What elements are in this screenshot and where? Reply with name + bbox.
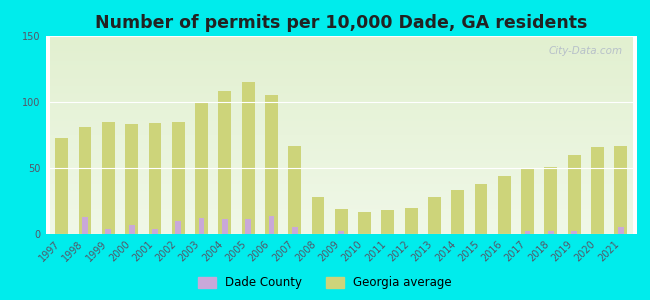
Bar <box>152 229 158 234</box>
Title: Number of permits per 10,000 Dade, GA residents: Number of permits per 10,000 Dade, GA re… <box>95 14 588 32</box>
Bar <box>105 229 111 234</box>
Bar <box>288 146 301 234</box>
Bar <box>618 227 623 234</box>
Bar <box>335 209 348 234</box>
Bar <box>382 210 395 234</box>
Bar <box>339 231 344 234</box>
Bar <box>451 190 464 234</box>
Bar <box>545 167 557 234</box>
Bar <box>521 169 534 234</box>
Bar <box>149 123 161 234</box>
Bar <box>102 122 115 234</box>
Bar <box>245 220 251 234</box>
Bar <box>55 138 68 234</box>
Bar <box>199 218 204 234</box>
Bar <box>474 184 488 234</box>
Bar <box>176 221 181 234</box>
Bar <box>498 176 511 234</box>
Bar <box>525 231 530 234</box>
Legend: Dade County, Georgia average: Dade County, Georgia average <box>194 272 456 294</box>
Bar <box>222 220 227 234</box>
Bar <box>82 217 88 234</box>
Bar <box>218 92 231 234</box>
Bar <box>79 127 92 234</box>
Bar <box>265 95 278 234</box>
Bar <box>591 147 604 234</box>
Bar <box>195 103 208 234</box>
Bar <box>311 197 324 234</box>
Bar <box>292 227 298 234</box>
Bar <box>405 208 417 234</box>
Bar <box>428 197 441 234</box>
Text: City-Data.com: City-Data.com <box>548 46 622 56</box>
Bar <box>129 225 135 234</box>
Bar <box>242 82 255 234</box>
Bar <box>358 212 371 234</box>
Bar <box>548 231 554 234</box>
Bar <box>268 215 274 234</box>
Bar <box>125 124 138 234</box>
Bar <box>614 146 627 234</box>
Bar <box>571 231 577 234</box>
Bar <box>567 155 580 234</box>
Bar <box>172 122 185 234</box>
